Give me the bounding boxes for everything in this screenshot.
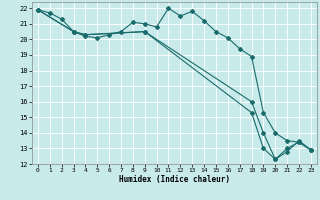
- X-axis label: Humidex (Indice chaleur): Humidex (Indice chaleur): [119, 175, 230, 184]
